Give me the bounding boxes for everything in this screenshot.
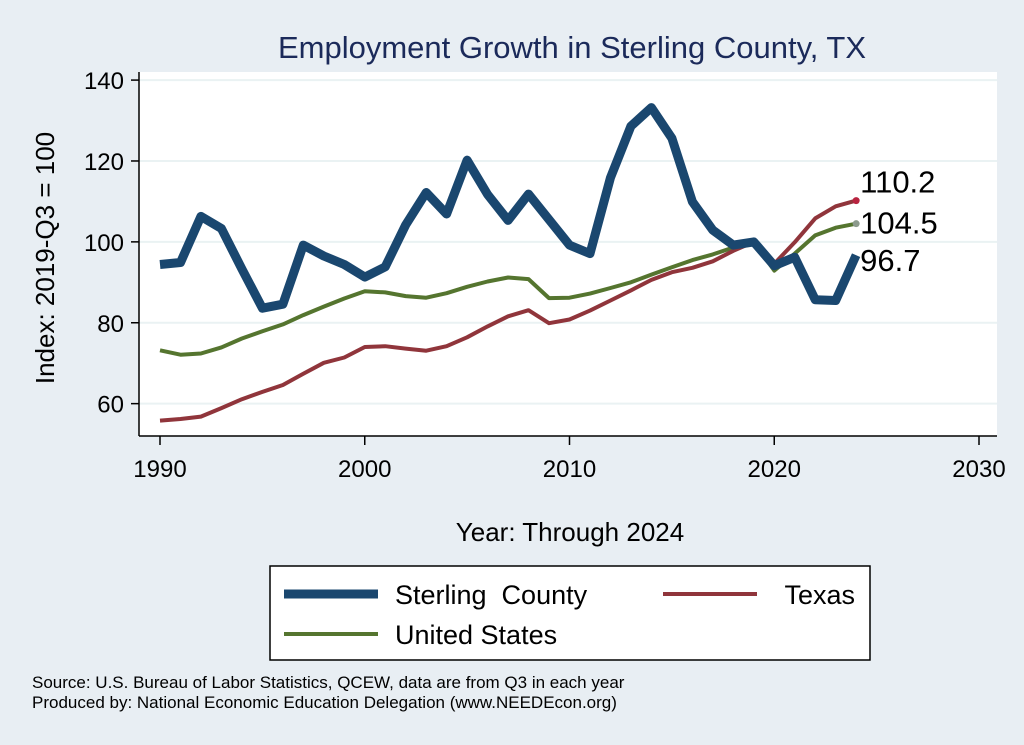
series-lines — [159, 103, 861, 423]
end-marker-texas — [852, 197, 860, 205]
y-tick-label-60: 60 — [97, 392, 124, 419]
y-tick-label-80: 80 — [97, 311, 124, 338]
x-tick-label-2030: 2030 — [952, 456, 1005, 483]
y-tick-label-100: 100 — [84, 230, 124, 257]
plot-area — [139, 72, 997, 436]
y-tick-label-140: 140 — [84, 68, 124, 95]
x-axis-title: Year: Through 2024 — [456, 517, 684, 547]
x-ticks: 1990 2000 2010 2020 2030 — [133, 436, 1006, 483]
end-labels: 96.7 110.2 104.5 — [852, 165, 938, 278]
series-line-sterling-county — [159, 103, 861, 313]
y-tick-label-120: 120 — [84, 149, 124, 176]
x-tick-label-2010: 2010 — [543, 456, 596, 483]
x-tick-label-1990: 1990 — [133, 456, 186, 483]
end-label-united-states: 104.5 — [860, 206, 938, 241]
y-ticks: 60 80 100 120 140 — [84, 68, 139, 419]
legend-label-texas: Texas — [784, 580, 855, 610]
x-tick-label-2020: 2020 — [748, 456, 801, 483]
legend-box — [269, 565, 871, 661]
y-axis-title: Index: 2019-Q3 = 100 — [30, 132, 60, 384]
end-label-texas: 110.2 — [860, 165, 935, 200]
producer-note: Produced by: National Economic Education… — [32, 693, 617, 712]
end-marker-united-states — [852, 220, 860, 228]
end-label-sterling-county: 96.7 — [860, 243, 920, 278]
legend-label-united-states: United States — [395, 620, 557, 650]
legend: Sterling County Texas United States — [269, 565, 871, 661]
chart-title: Employment Growth in Sterling County, TX — [278, 30, 866, 65]
legend-label-sterling-county: Sterling County — [395, 580, 588, 610]
x-tick-label-2000: 2000 — [338, 456, 391, 483]
source-note: Source: U.S. Bureau of Labor Statistics,… — [32, 673, 625, 692]
